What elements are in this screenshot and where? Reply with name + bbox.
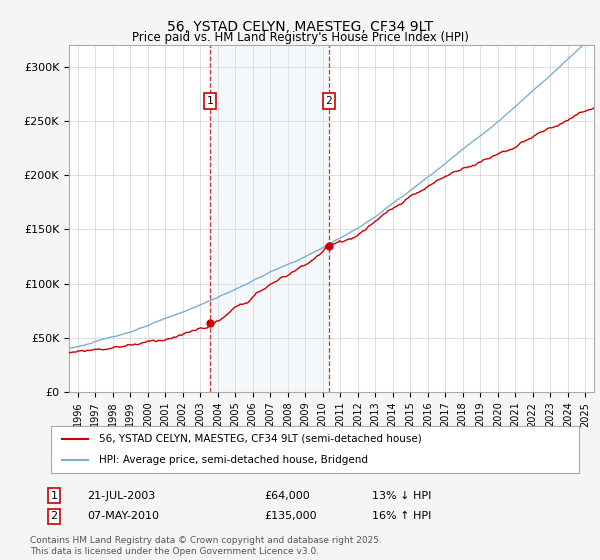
Text: 13% ↓ HPI: 13% ↓ HPI (372, 491, 431, 501)
Text: £64,000: £64,000 (264, 491, 310, 501)
Text: 07-MAY-2010: 07-MAY-2010 (87, 511, 159, 521)
Text: 16% ↑ HPI: 16% ↑ HPI (372, 511, 431, 521)
Text: HPI: Average price, semi-detached house, Bridgend: HPI: Average price, semi-detached house,… (98, 455, 368, 465)
Text: Price paid vs. HM Land Registry's House Price Index (HPI): Price paid vs. HM Land Registry's House … (131, 31, 469, 44)
Text: £135,000: £135,000 (264, 511, 317, 521)
Text: 21-JUL-2003: 21-JUL-2003 (87, 491, 155, 501)
Text: Contains HM Land Registry data © Crown copyright and database right 2025.
This d: Contains HM Land Registry data © Crown c… (30, 536, 382, 556)
Bar (210, 45, 329, 392)
Text: 56, YSTAD CELYN, MAESTEG, CF34 9LT (semi-detached house): 56, YSTAD CELYN, MAESTEG, CF34 9LT (semi… (98, 434, 421, 444)
Text: 1: 1 (50, 491, 58, 501)
Text: 2: 2 (50, 511, 58, 521)
Text: 2: 2 (325, 96, 332, 106)
Text: 1: 1 (206, 96, 213, 106)
Text: 56, YSTAD CELYN, MAESTEG, CF34 9LT: 56, YSTAD CELYN, MAESTEG, CF34 9LT (167, 20, 433, 34)
